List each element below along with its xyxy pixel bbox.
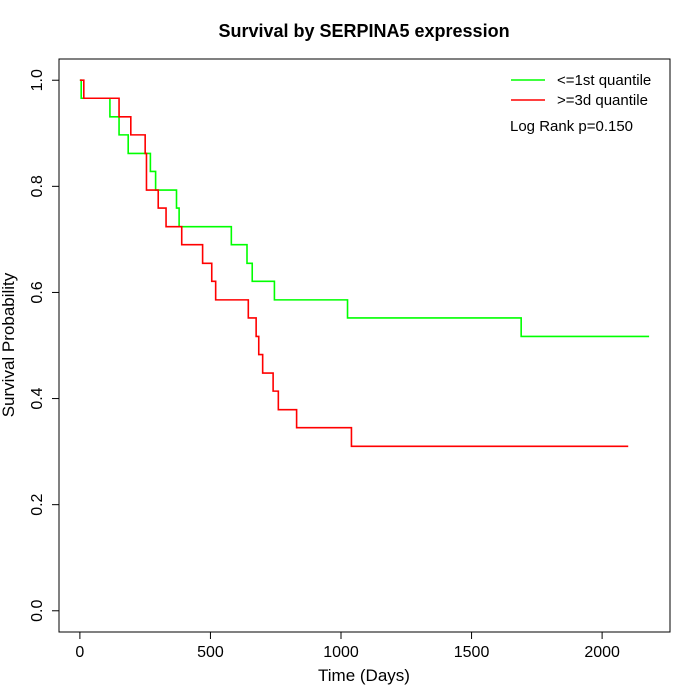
x-tick-label: 1500 (454, 644, 490, 661)
series-layer (79, 79, 650, 448)
x-axis-label: Time (Days) (318, 666, 410, 685)
log-rank-annotation: Log Rank p=0.150 (510, 118, 633, 135)
y-tick-label: 1.0 (29, 69, 46, 91)
y-tick-label: 0.4 (29, 387, 46, 409)
x-tick-label: 1000 (323, 644, 359, 661)
series-line-2 (79, 79, 629, 448)
x-tick-label: 2000 (584, 644, 620, 661)
x-tick-label: 500 (197, 644, 224, 661)
legend-label-1: <=1st quantile (557, 72, 651, 89)
y-tick-label: 0.0 (29, 600, 46, 622)
y-tick-label: 0.8 (29, 175, 46, 197)
legend-label-2: >=3d quantile (557, 92, 648, 109)
x-tick-label: 0 (75, 644, 84, 661)
chart-title: Survival by SERPINA5 expression (218, 21, 509, 41)
legend: <=1st quantile >=3d quantile (511, 72, 651, 109)
plot-frame (58, 58, 671, 633)
y-axis: 0.0 0.2 0.4 0.6 0.8 1.0 (29, 69, 60, 622)
x-axis: 0 500 1000 1500 2000 (75, 631, 620, 661)
y-tick-label: 0.2 (29, 493, 46, 515)
y-axis-label: Survival Probability (0, 272, 18, 417)
y-tick-label: 0.6 (29, 281, 46, 303)
